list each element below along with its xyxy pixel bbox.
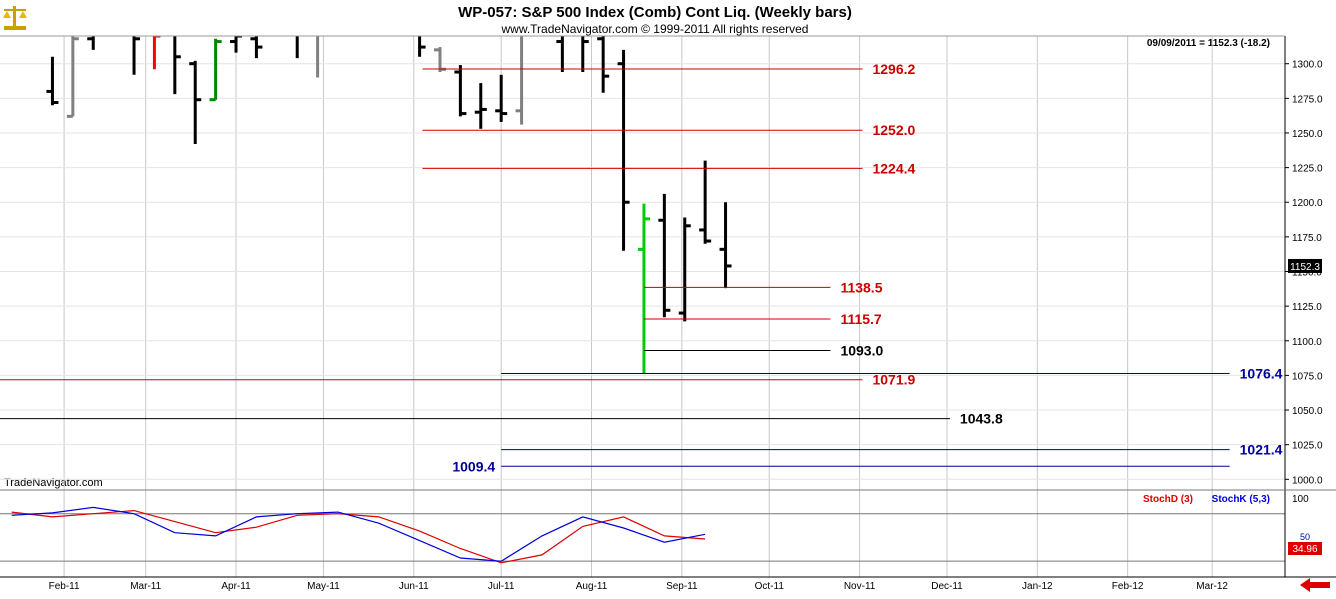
ohlc-bar bbox=[250, 36, 263, 59]
x-tick-label: Apr-11 bbox=[221, 581, 251, 592]
stoch-series-line bbox=[11, 509, 706, 564]
level-label: 1138.5 bbox=[840, 279, 882, 295]
level-label: 1009.4 bbox=[452, 458, 495, 474]
ohlc-bar bbox=[474, 83, 487, 129]
ohlc-bar bbox=[719, 202, 732, 289]
price-bars bbox=[46, 1, 732, 375]
ohlc-bar bbox=[581, 36, 589, 73]
ohlc-bar bbox=[637, 203, 650, 375]
ohlc-bar bbox=[699, 160, 712, 244]
ohlc-bar bbox=[66, 36, 79, 118]
stoch-last-d-box bbox=[1288, 542, 1322, 555]
ohlc-bar bbox=[173, 36, 181, 95]
stochastic-panel: StochD (3) StochK (5,3) 50 34.96 bbox=[0, 494, 1322, 564]
y-tick-label: 1150.0 bbox=[1292, 268, 1322, 279]
y-tick-label: 1250.0 bbox=[1292, 129, 1323, 140]
price-tag: 1152.3 bbox=[1288, 258, 1322, 273]
stoch-last-k: 50 bbox=[1300, 532, 1310, 542]
y-tick-label: 1000.0 bbox=[1292, 475, 1323, 486]
ohlc-bar bbox=[189, 60, 202, 145]
ohlc-bar bbox=[678, 217, 691, 322]
ohlc-bar bbox=[658, 193, 671, 318]
red-left-arrow-icon[interactable] bbox=[1298, 578, 1332, 592]
x-tick-label: Jan-12 bbox=[1022, 581, 1053, 592]
x-tick-label: Feb-12 bbox=[1112, 581, 1144, 592]
x-tick-label: Jul-11 bbox=[488, 581, 515, 592]
y-tick-label: 1300.0 bbox=[1292, 60, 1323, 71]
stoch-legend-k: StochK (5,3) bbox=[1212, 494, 1270, 505]
y-tick-label: 1050.0 bbox=[1292, 406, 1323, 417]
ohlc-bar bbox=[295, 36, 299, 59]
ohlc-bar bbox=[454, 65, 467, 117]
x-tick-label: Aug-11 bbox=[576, 581, 608, 592]
stoch-legend-d: StochD (3) bbox=[1143, 494, 1193, 505]
x-tick-label: Jun-11 bbox=[399, 581, 429, 592]
y-tick-label: 1025.0 bbox=[1292, 441, 1323, 452]
ohlc-bar bbox=[46, 56, 59, 106]
y-tick-label: 1175.0 bbox=[1292, 233, 1322, 244]
y-tick-label: 1100.0 bbox=[1292, 337, 1322, 348]
x-tick-label: Dec-11 bbox=[931, 581, 963, 592]
x-tick-label: Oct-11 bbox=[755, 581, 785, 592]
chart-title: WP-057: S&P 500 Index (Comb) Cont Liq. (… bbox=[458, 4, 852, 21]
stoch-last-d: 34.96 bbox=[1292, 544, 1317, 555]
ohlc-bar bbox=[418, 36, 426, 57]
level-label: 1043.8 bbox=[960, 411, 1003, 427]
ohlc-bar bbox=[556, 36, 564, 73]
y-tick-label: 1275.0 bbox=[1292, 94, 1323, 105]
level-label: 1224.4 bbox=[872, 160, 915, 176]
x-tick-label: Mar-12 bbox=[1196, 581, 1228, 592]
scales-of-justice-icon bbox=[3, 6, 27, 30]
chart-subtitle: www.TradeNavigator.com © 1999-2011 All r… bbox=[501, 22, 809, 36]
ohlc-bar bbox=[209, 38, 222, 102]
level-label: 1252.0 bbox=[872, 122, 915, 138]
ohlc-bar bbox=[152, 36, 161, 70]
level-label: 1296.2 bbox=[872, 61, 915, 77]
x-tick-label: May-11 bbox=[307, 581, 340, 592]
stoch-series-line bbox=[11, 506, 706, 562]
ohlc-bar bbox=[617, 49, 630, 251]
level-label: 1071.9 bbox=[872, 372, 915, 388]
ohlc-bar bbox=[230, 36, 243, 53]
ohlc-bar bbox=[597, 36, 610, 93]
x-tick-label: Sep-11 bbox=[666, 581, 698, 592]
stoch-y-tick-label: 100 bbox=[1292, 494, 1309, 505]
price-tag-label: 1152.3 bbox=[1290, 262, 1320, 273]
last-bar-info: 09/09/2011 = 1152.3 (-18.2) bbox=[1147, 38, 1270, 49]
level-label: 1021.4 bbox=[1240, 442, 1283, 458]
x-tick-label: Nov-11 bbox=[844, 581, 876, 592]
ohlc-bar bbox=[393, 1, 405, 26]
y-tick-label: 1125.0 bbox=[1292, 302, 1322, 313]
ohlc-bar bbox=[495, 74, 508, 122]
level-label: 1115.7 bbox=[840, 311, 881, 327]
level-label: 1093.0 bbox=[840, 342, 883, 358]
x-tick-label: Feb-11 bbox=[49, 581, 80, 592]
ohlc-bar bbox=[433, 47, 446, 73]
ohlc-bar bbox=[132, 36, 141, 75]
x-tick-label: Mar-11 bbox=[130, 581, 161, 592]
watermark-label: TradeNavigator.com bbox=[4, 477, 103, 489]
price-panel: 1296.2 1252.0 1224.4 1138.5 1115.7 1093.0 1076… bbox=[0, 1, 1285, 577]
level-label: 1076.4 bbox=[1240, 365, 1283, 381]
y-tick-label: 1075.0 bbox=[1292, 371, 1323, 382]
axis-layer: Feb-11 Mar-11 Apr-11 May-11 Jun-11 Jul-11 Aug-… bbox=[0, 35, 1336, 592]
ohlc-bar bbox=[316, 36, 320, 78]
y-tick-label: 1200.0 bbox=[1292, 198, 1323, 209]
ohlc-bar bbox=[87, 36, 95, 50]
y-tick-label: 1225.0 bbox=[1292, 164, 1323, 175]
